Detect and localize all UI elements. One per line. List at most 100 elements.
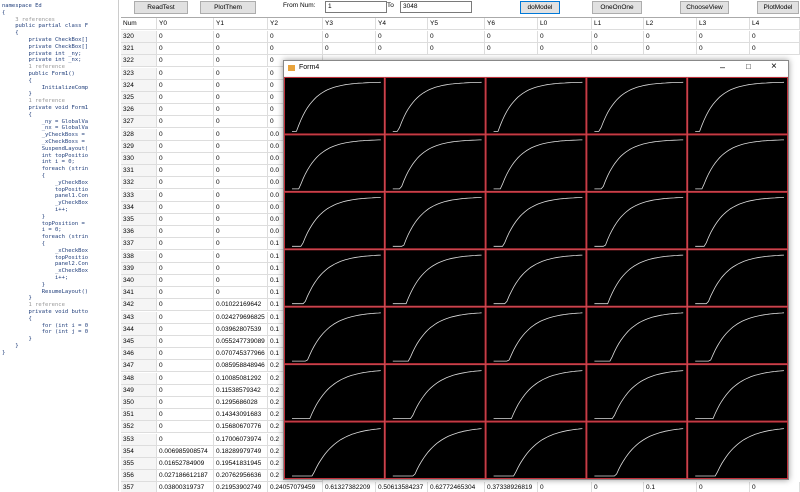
- plot-curve: [695, 428, 785, 477]
- code-line: ResumeLayout(): [2, 288, 89, 295]
- plot-curve: [493, 254, 583, 305]
- plot-panel: [284, 364, 385, 422]
- grid-cell: 0: [157, 43, 214, 56]
- plot-panel: [384, 134, 486, 192]
- plot-curve: [292, 139, 381, 190]
- code-line: i = 0;: [2, 227, 62, 234]
- grid-cell: 324: [121, 79, 157, 92]
- grid-cell: 0: [214, 238, 268, 251]
- plot-panel: [586, 364, 688, 422]
- to-input[interactable]: 3048: [400, 1, 472, 13]
- column-header: Y0: [157, 18, 214, 30]
- maximize[interactable]: □: [746, 62, 751, 71]
- plotmodel-button[interactable]: PlotModel: [757, 1, 799, 14]
- plot-panel: [384, 364, 486, 422]
- grid-cell: 320: [121, 31, 157, 43]
- grid-cell: 0: [214, 201, 268, 214]
- code-line: {: [2, 9, 6, 16]
- grid-cell: 0: [157, 262, 214, 275]
- model-button[interactable]: doModel: [520, 1, 560, 14]
- grid-cell: 0: [268, 43, 323, 56]
- grid-cell: 0: [214, 116, 268, 129]
- grid-cell: 0: [157, 384, 214, 397]
- grid-cell: 0: [268, 31, 323, 43]
- code-line: panel1.Con: [2, 193, 89, 200]
- grid-cell: 0.37338926819: [485, 482, 538, 492]
- title-bar: Form4 – □ ×: [284, 61, 788, 76]
- plot-curve: [292, 197, 381, 247]
- grid-cell: 340: [121, 275, 157, 287]
- grid-cell: 0.20762956636: [214, 470, 268, 483]
- code-line: public Form1(): [2, 71, 75, 77]
- column-header: Y2: [268, 18, 323, 30]
- grid-cell: 329: [121, 140, 157, 153]
- code-line: public partial class F: [2, 23, 89, 30]
- grid-cell: 0: [376, 43, 428, 56]
- code-line: foreach (strin: [2, 234, 89, 241]
- code-line: private void butto: [2, 309, 89, 315]
- grid-cell: 0: [157, 128, 214, 141]
- code-line: private int _ny;: [2, 50, 82, 57]
- column-header: Y4: [376, 18, 428, 30]
- grid-cell: 0: [697, 31, 750, 43]
- view-button[interactable]: ChooseView: [680, 1, 729, 14]
- plot-curve: [695, 312, 785, 362]
- grid-cell: 342: [121, 299, 157, 312]
- grid-cell: 0: [157, 238, 214, 251]
- minimize[interactable]: –: [720, 62, 726, 72]
- grid-cell: 0: [323, 43, 376, 56]
- to-label: To: [387, 2, 394, 9]
- read-button[interactable]: ReadTest: [134, 1, 188, 14]
- grid-cell: 0: [214, 79, 268, 92]
- code-line: int i = 0;: [2, 159, 75, 166]
- one-button[interactable]: OneOnOne: [592, 1, 642, 14]
- plot-curve: [292, 428, 381, 477]
- grid-cell: 326: [121, 104, 157, 117]
- grid-cell: 0.61327382209: [323, 482, 376, 492]
- grid-cell: 0: [157, 226, 214, 239]
- plot-curve: [493, 81, 583, 132]
- code-line: {: [2, 241, 46, 247]
- grid-cell: 353: [121, 433, 157, 446]
- grid-cell: 0.085958848946: [214, 360, 268, 373]
- plot-panel: [687, 134, 788, 192]
- plot-curve: [292, 312, 381, 362]
- grid-cell: 0.1295686028: [214, 397, 268, 409]
- plot-panel: [384, 191, 486, 250]
- grid-cell: 0: [157, 275, 214, 287]
- grid-cell: 330: [121, 153, 157, 165]
- grid-cell: 0.11538579342: [214, 384, 268, 397]
- code-line: topPosition =: [2, 220, 85, 227]
- grid-cell: 0: [214, 92, 268, 104]
- code-line: foreach (strin: [2, 166, 89, 173]
- plot-button[interactable]: PlotThem: [200, 1, 256, 14]
- code-line: SuspendLayout(: [2, 145, 89, 152]
- close[interactable]: ×: [771, 61, 777, 72]
- grid-cell: 0: [644, 31, 697, 43]
- grid-cell: 338: [121, 250, 157, 263]
- code-line: _xCheckBoxs =: [2, 139, 85, 145]
- grid-cell: 0: [157, 287, 214, 300]
- plot-curve: [392, 197, 482, 247]
- plot-curve: [695, 139, 784, 190]
- plot-curve: [392, 139, 482, 190]
- column-header: L4: [750, 18, 800, 30]
- grid-cell: 351: [121, 409, 157, 422]
- grid-cell: 0: [538, 482, 592, 492]
- grid-cell: 0: [157, 299, 214, 312]
- plot-panel: [384, 306, 486, 365]
- grid-cell: 0: [157, 348, 214, 361]
- plot-curve: [594, 254, 684, 305]
- from-input[interactable]: 1: [325, 1, 387, 13]
- plot-curve: [594, 312, 684, 362]
- grid-cell: 0: [157, 104, 214, 117]
- grid-cell: 349: [121, 384, 157, 397]
- plot-curve: [493, 312, 583, 362]
- code-line: _ny = GlobalVa: [2, 118, 89, 125]
- plot-panel: [586, 77, 688, 135]
- grid-cell: 0: [157, 177, 214, 190]
- plot-panel: [687, 306, 788, 365]
- column-header: Y6: [485, 18, 538, 30]
- code-line: for (int j = 0: [2, 329, 89, 336]
- grid-cell: 0: [157, 323, 214, 336]
